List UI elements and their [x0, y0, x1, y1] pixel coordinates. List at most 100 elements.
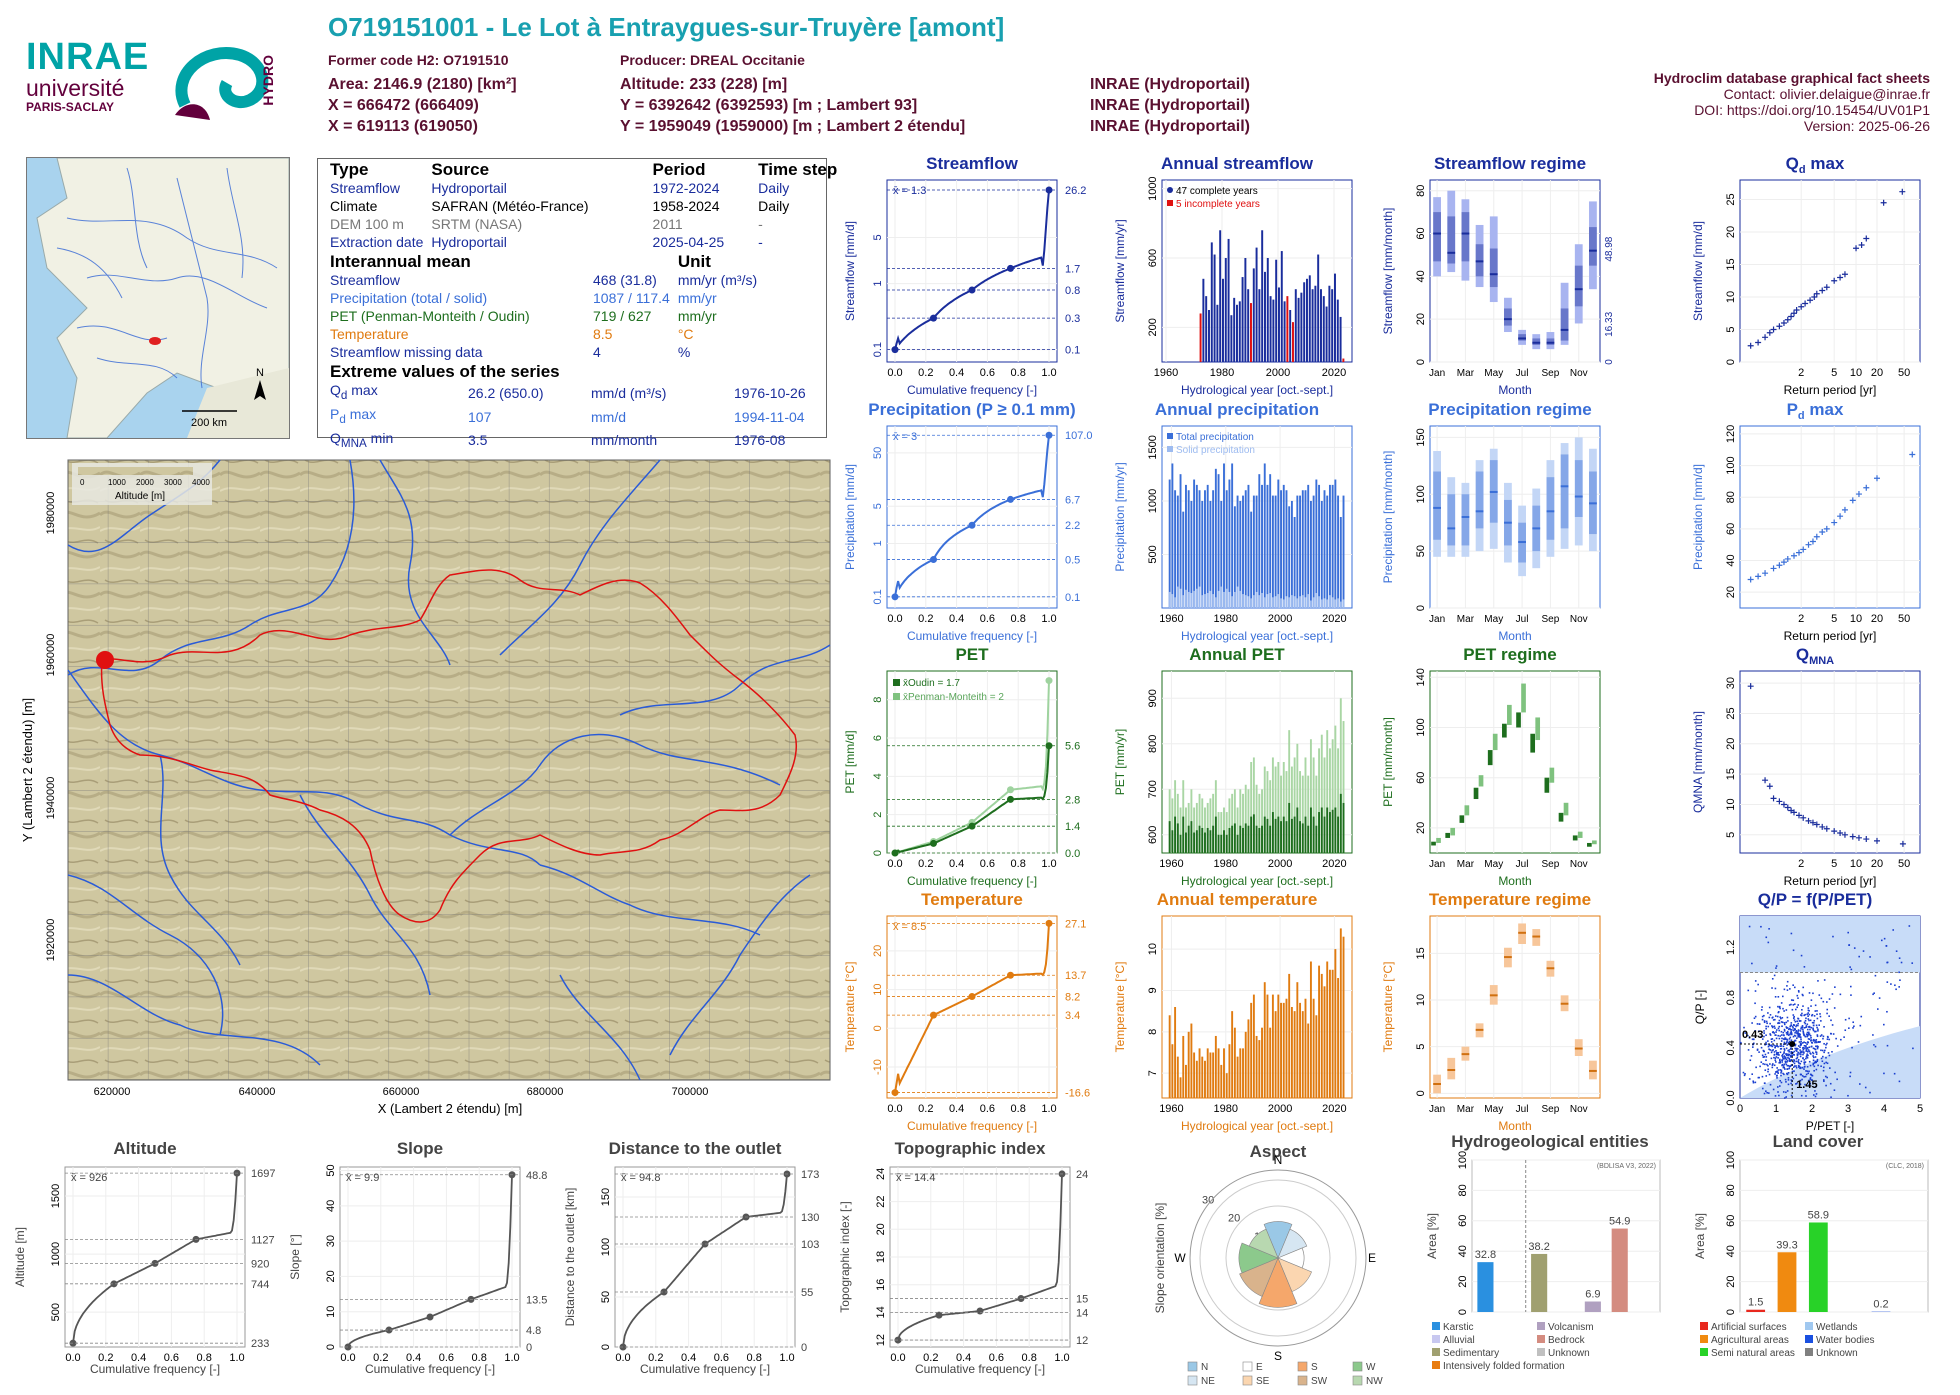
- annual_temperature-bar: [1291, 1007, 1293, 1098]
- annual_precipitation-bar-solid: [1174, 597, 1176, 608]
- temperature_regime-xtick: Jan: [1429, 1104, 1445, 1115]
- annual_precipitation-bar-total: [1286, 490, 1288, 608]
- pet-xtick: 0.6: [980, 858, 995, 870]
- annual_temperature-xtick: 2020: [1322, 1103, 1346, 1115]
- annual_precipitation-bar-solid: [1264, 597, 1266, 608]
- slope-ytick: 0: [325, 1344, 337, 1350]
- distance-quantile-label: 0: [801, 1342, 807, 1354]
- qmna-ylabel: QMNA [mm/month]: [1691, 711, 1705, 813]
- distance-xtick: 0.0: [615, 1352, 630, 1364]
- annual_streamflow-title: Annual streamflow: [1161, 154, 1314, 173]
- precipitation_regime-box-inner: [1462, 494, 1470, 545]
- annual_temperature-bar: [1199, 1048, 1201, 1098]
- precipitation-xtick: 0.8: [1011, 613, 1026, 625]
- aspect-legend-label: SW: [1311, 1376, 1328, 1387]
- pet-ytick: 4: [872, 773, 884, 779]
- annual_temperature-bar: [1204, 1061, 1206, 1098]
- streamflow_regime-box-inner: [1589, 227, 1597, 266]
- pd_max-ytick: 80: [1725, 491, 1737, 503]
- landcover-ytick: 100: [1725, 1151, 1737, 1169]
- pet_regime-xtick: Sep: [1542, 859, 1560, 870]
- annual_pet-bar-oudin: [1256, 826, 1258, 853]
- pd_max-ytick: 20: [1725, 586, 1737, 598]
- pet_regime-ylabel: PET [mm/month]: [1381, 717, 1395, 807]
- temperature-quantile-label: 3.4: [1065, 1010, 1080, 1022]
- annual_pet-bar-oudin: [1315, 826, 1317, 853]
- annual_pet-bar-oudin: [1318, 812, 1320, 853]
- extreme-label-rest: max: [346, 406, 376, 422]
- temperature-xtick: 0.8: [1011, 1103, 1026, 1115]
- pet_regime-xtick: May: [1484, 859, 1503, 870]
- info-row-step: -: [728, 233, 841, 251]
- topo-ytick: 24: [875, 1168, 887, 1180]
- annual_streamflow-bar: [1236, 305, 1238, 362]
- info-row-type: DEM 100 m: [326, 215, 427, 233]
- annual_precipitation-bar-solid: [1332, 597, 1334, 608]
- annual_precipitation-bar-solid: [1196, 589, 1198, 608]
- pd_max-ytick: 40: [1725, 554, 1737, 566]
- annual_precipitation-bar-solid: [1267, 594, 1269, 608]
- pet_regime-box-pm: [1436, 838, 1441, 843]
- precipitation_regime-xtick: Jul: [1516, 614, 1529, 625]
- hydro-logo: HYDRO: [165, 45, 295, 125]
- annual_precipitation-bar-solid: [1239, 591, 1241, 608]
- annual_temperature-bar: [1340, 928, 1342, 1098]
- extreme-label: Q: [330, 382, 341, 398]
- credits-doi[interactable]: DOI: https://doi.org/10.15454/UV01P1: [1530, 102, 1930, 118]
- qp-ytick: 0.8: [1725, 990, 1737, 1005]
- pet_regime-xlabel: Month: [1498, 874, 1531, 888]
- annual_pet-bar-oudin: [1283, 817, 1285, 853]
- annual_temperature-ytick: 9: [1147, 987, 1159, 993]
- annual_streamflow-bar: [1303, 282, 1305, 362]
- annual_pet-bar-oudin: [1245, 823, 1247, 853]
- extreme-unit: mm/d (m³/s): [587, 381, 730, 405]
- source-3: INRAE (Hydroportail): [1090, 118, 1250, 136]
- annual_streamflow-bar: [1342, 359, 1344, 362]
- annual_precipitation-bar-solid: [1310, 601, 1312, 608]
- annual_precipitation-bar-total: [1296, 496, 1298, 608]
- altitude-legend-tick: 0: [80, 478, 85, 487]
- annual_temperature-bar: [1258, 1040, 1260, 1098]
- mean-value: 4: [589, 343, 674, 361]
- annual_precipitation-bar-total: [1171, 463, 1173, 608]
- annual_streamflow-bar: [1250, 303, 1252, 362]
- annual_precipitation-bar-total: [1326, 496, 1328, 608]
- qd_max-xlabel: Return period [yr]: [1784, 383, 1877, 397]
- altitude-ytick: 500: [50, 1303, 62, 1321]
- streamflow_regime-ytick: 20: [1415, 313, 1427, 325]
- annual_precipitation-bar-solid: [1237, 587, 1239, 608]
- altitude-xtick: 1.0: [229, 1352, 244, 1364]
- precipitation-xtick: 0.0: [887, 613, 902, 625]
- annual_pet-xlabel: Hydrological year [oct.-sept.]: [1181, 874, 1333, 888]
- annual_precipitation-bar-solid: [1321, 599, 1323, 608]
- annual_temperature-bar: [1242, 1048, 1244, 1098]
- streamflow-xlabel: Cumulative frequency [-]: [907, 383, 1037, 397]
- landcover-bar-label: 0.2: [1873, 1299, 1888, 1311]
- annual_streamflow-bar: [1216, 305, 1218, 362]
- precipitation_regime-ytick: 150: [1415, 428, 1427, 446]
- annual_pet-bar-oudin: [1209, 830, 1211, 853]
- pet-legend-oudin: x̄Oudin = 1.7: [903, 678, 960, 689]
- slope-quantile-label: 4.8: [526, 1325, 541, 1337]
- temperature_regime-xtick: Mar: [1457, 1104, 1475, 1115]
- y-lambert93: Y = 6392642 (6392593) [m ; Lambert 93]: [620, 97, 917, 115]
- annual_temperature-bar: [1326, 962, 1328, 1099]
- annual_pet-bar-oudin: [1299, 821, 1301, 853]
- topo-ytick: 16: [875, 1279, 887, 1291]
- temperature_regime-ytick: 10: [1415, 994, 1427, 1006]
- qp-xtick: 1: [1773, 1103, 1779, 1115]
- hydrogeo-ytick: 40: [1457, 1245, 1469, 1257]
- qd_max-ytick: 20: [1725, 226, 1737, 238]
- temperature-ytick: 20: [872, 945, 884, 957]
- annual_pet-bar-oudin: [1291, 819, 1293, 853]
- qmna-ytick: 10: [1725, 798, 1737, 810]
- topo-ytick: 14: [875, 1306, 887, 1318]
- annual_pet-xtick: 2020: [1322, 858, 1346, 870]
- mean-value: 468 (31.8): [589, 271, 674, 289]
- topo-ytick: 12: [875, 1334, 887, 1346]
- pet_regime-xtick: Mar: [1457, 859, 1475, 870]
- annual_streamflow-bar: [1326, 307, 1328, 362]
